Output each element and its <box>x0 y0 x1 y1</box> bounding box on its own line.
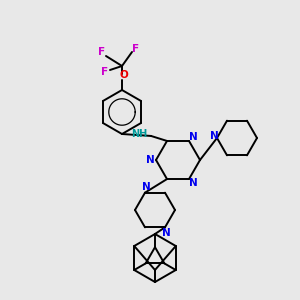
Text: N: N <box>142 182 150 192</box>
Text: N: N <box>210 131 218 141</box>
Text: F: F <box>98 47 106 57</box>
Text: O: O <box>120 70 128 80</box>
Text: N: N <box>189 132 197 142</box>
Text: NH: NH <box>131 129 147 139</box>
Text: F: F <box>101 67 109 77</box>
Text: N: N <box>146 155 154 165</box>
Text: N: N <box>189 178 197 188</box>
Text: F: F <box>132 44 140 54</box>
Text: N: N <box>162 228 170 238</box>
